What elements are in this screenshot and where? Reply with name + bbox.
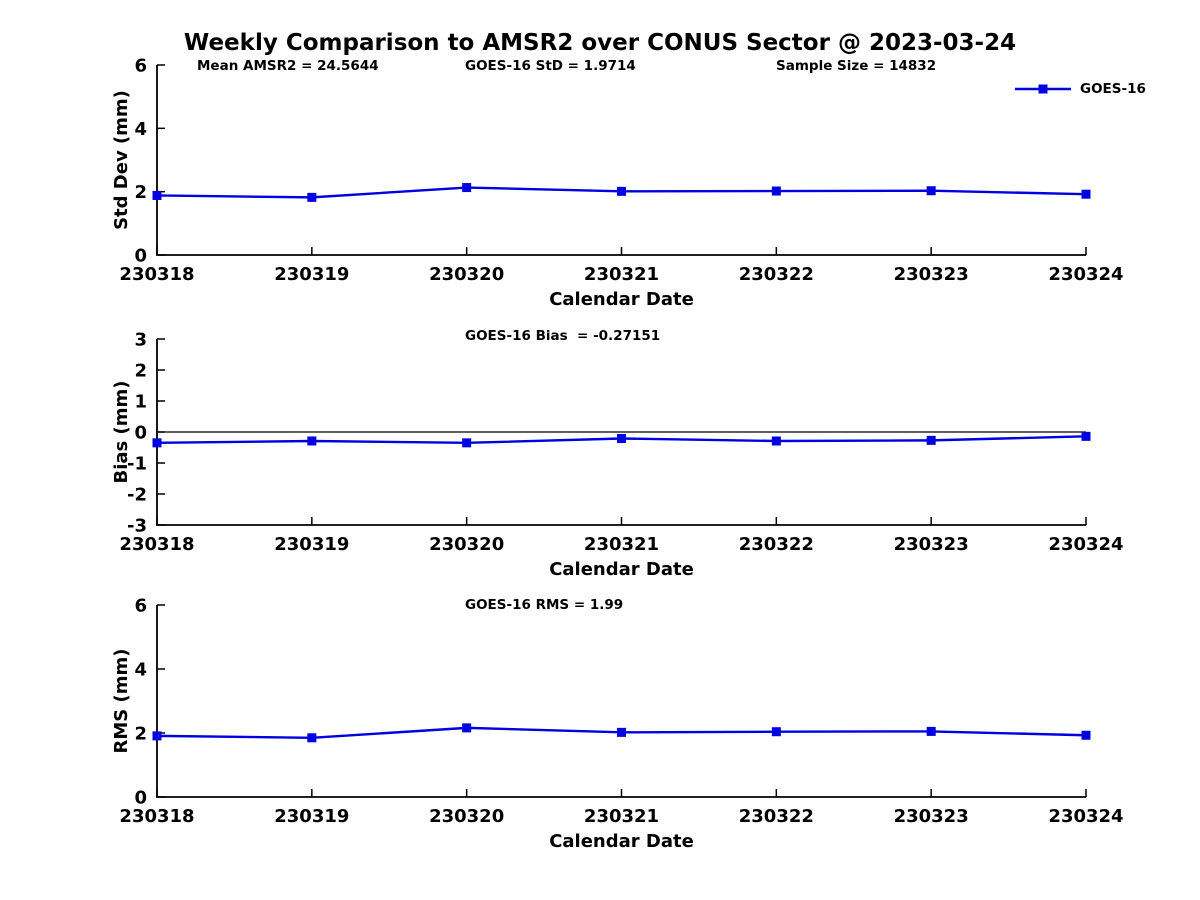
x-tick-label: 230320 [429,806,504,827]
figure-title: Weekly Comparison to AMSR2 over CONUS Se… [183,30,1017,56]
y-tick-label: 1 [134,392,147,413]
y-tick-label: 0 [134,423,147,444]
data-point-marker [771,186,781,196]
y-tick-label: -3 [127,516,147,537]
data-point-marker [1081,730,1091,740]
y-tick-label: 2 [134,361,147,382]
y-tick-label: 0 [134,246,147,267]
y-tick-label: 4 [134,119,147,140]
data-point-marker [462,438,472,448]
subplot-rms: 0 2 4 6 230318 230319 230320 230321 230322 230323… [111,596,1124,853]
data-point-marker [617,727,626,737]
data-point-marker [462,723,472,733]
y-tick-label: 3 [134,330,147,351]
y-tick-label: 4 [134,660,147,681]
x-tick-label: 230324 [1048,806,1123,827]
x-tick-label: 230319 [274,534,349,555]
legend-label: GOES-16 [1080,81,1146,97]
data-point-marker [617,186,626,196]
subplot-stddev: 0 2 4 6 230318 230319 230320 230321 230322 230323… [111,56,1124,311]
y-tick-label: 2 [134,182,147,203]
data-point-marker [926,435,936,445]
legend: GOES-16 [1014,81,1146,97]
data-point-marker [1081,189,1091,199]
y-axis-label: RMS (mm) [111,649,132,754]
axis-lines [156,605,1086,798]
x-tick-label: 230320 [429,534,504,555]
x-tick-label: 230318 [119,264,194,285]
y-tick-label: 0 [134,788,147,809]
y-axis-label: Std Dev (mm) [111,90,132,230]
x-tick-label: 230318 [119,806,194,827]
axis-lines [156,65,1086,256]
x-tick-label: 230323 [894,806,969,827]
y-tick-label: 2 [134,724,147,745]
x-axis-label: Calendar Date [549,289,694,310]
data-point-marker [617,434,626,444]
x-tick-label: 230323 [894,534,969,555]
x-tick-label: 230324 [1048,534,1123,555]
annotation-mean-amsr2: Mean AMSR2 = 24.5644 [197,58,379,74]
x-tick-label: 230323 [894,264,969,285]
data-point-marker [771,727,781,737]
x-axis-label: Calendar Date [549,559,694,580]
annotation-goes16-bias: GOES-16 Bias = -0.27151 [465,328,661,344]
x-tick-label: 230324 [1048,264,1123,285]
data-point-marker [926,726,936,736]
x-tick-label: 230322 [739,806,814,827]
data-point-marker [307,436,317,446]
data-point-marker [307,192,317,202]
data-point-marker [152,731,162,741]
x-tick-label: 230319 [274,806,349,827]
data-point-marker [771,436,781,446]
x-axis-label: Calendar Date [549,831,694,852]
y-tick-label: 6 [134,56,147,77]
annotation-sample-size: Sample Size = 14832 [776,58,937,74]
data-point-marker [926,186,936,196]
y-tick-label: -2 [127,485,147,506]
y-tick-label: 6 [134,596,147,617]
data-point-marker [152,438,162,448]
data-point-marker [462,183,472,193]
y-axis-label: Bias (mm) [111,381,132,484]
data-point-marker [1081,431,1091,441]
x-tick-label: 230322 [739,264,814,285]
x-tick-label: 230321 [584,534,659,555]
annotation-goes16-rms: GOES-16 RMS = 1.99 [465,597,624,613]
legend-line-marker-icon [1015,84,1071,94]
x-tick-label: 230322 [739,534,814,555]
subplot-bias: -3 -2 -1 0 1 2 3 230318 230319 230320 230321 230322… [111,330,1124,581]
annotation-goes16-std: GOES-16 StD = 1.9714 [465,58,636,74]
x-tick-label: 230320 [429,264,504,285]
x-tick-label: 230319 [274,264,349,285]
data-point-marker [152,190,162,200]
x-tick-label: 230321 [584,264,659,285]
y-tick-label: -1 [127,454,147,475]
x-tick-label: 230318 [119,534,194,555]
data-point-marker [307,733,317,743]
x-tick-label: 230321 [584,806,659,827]
